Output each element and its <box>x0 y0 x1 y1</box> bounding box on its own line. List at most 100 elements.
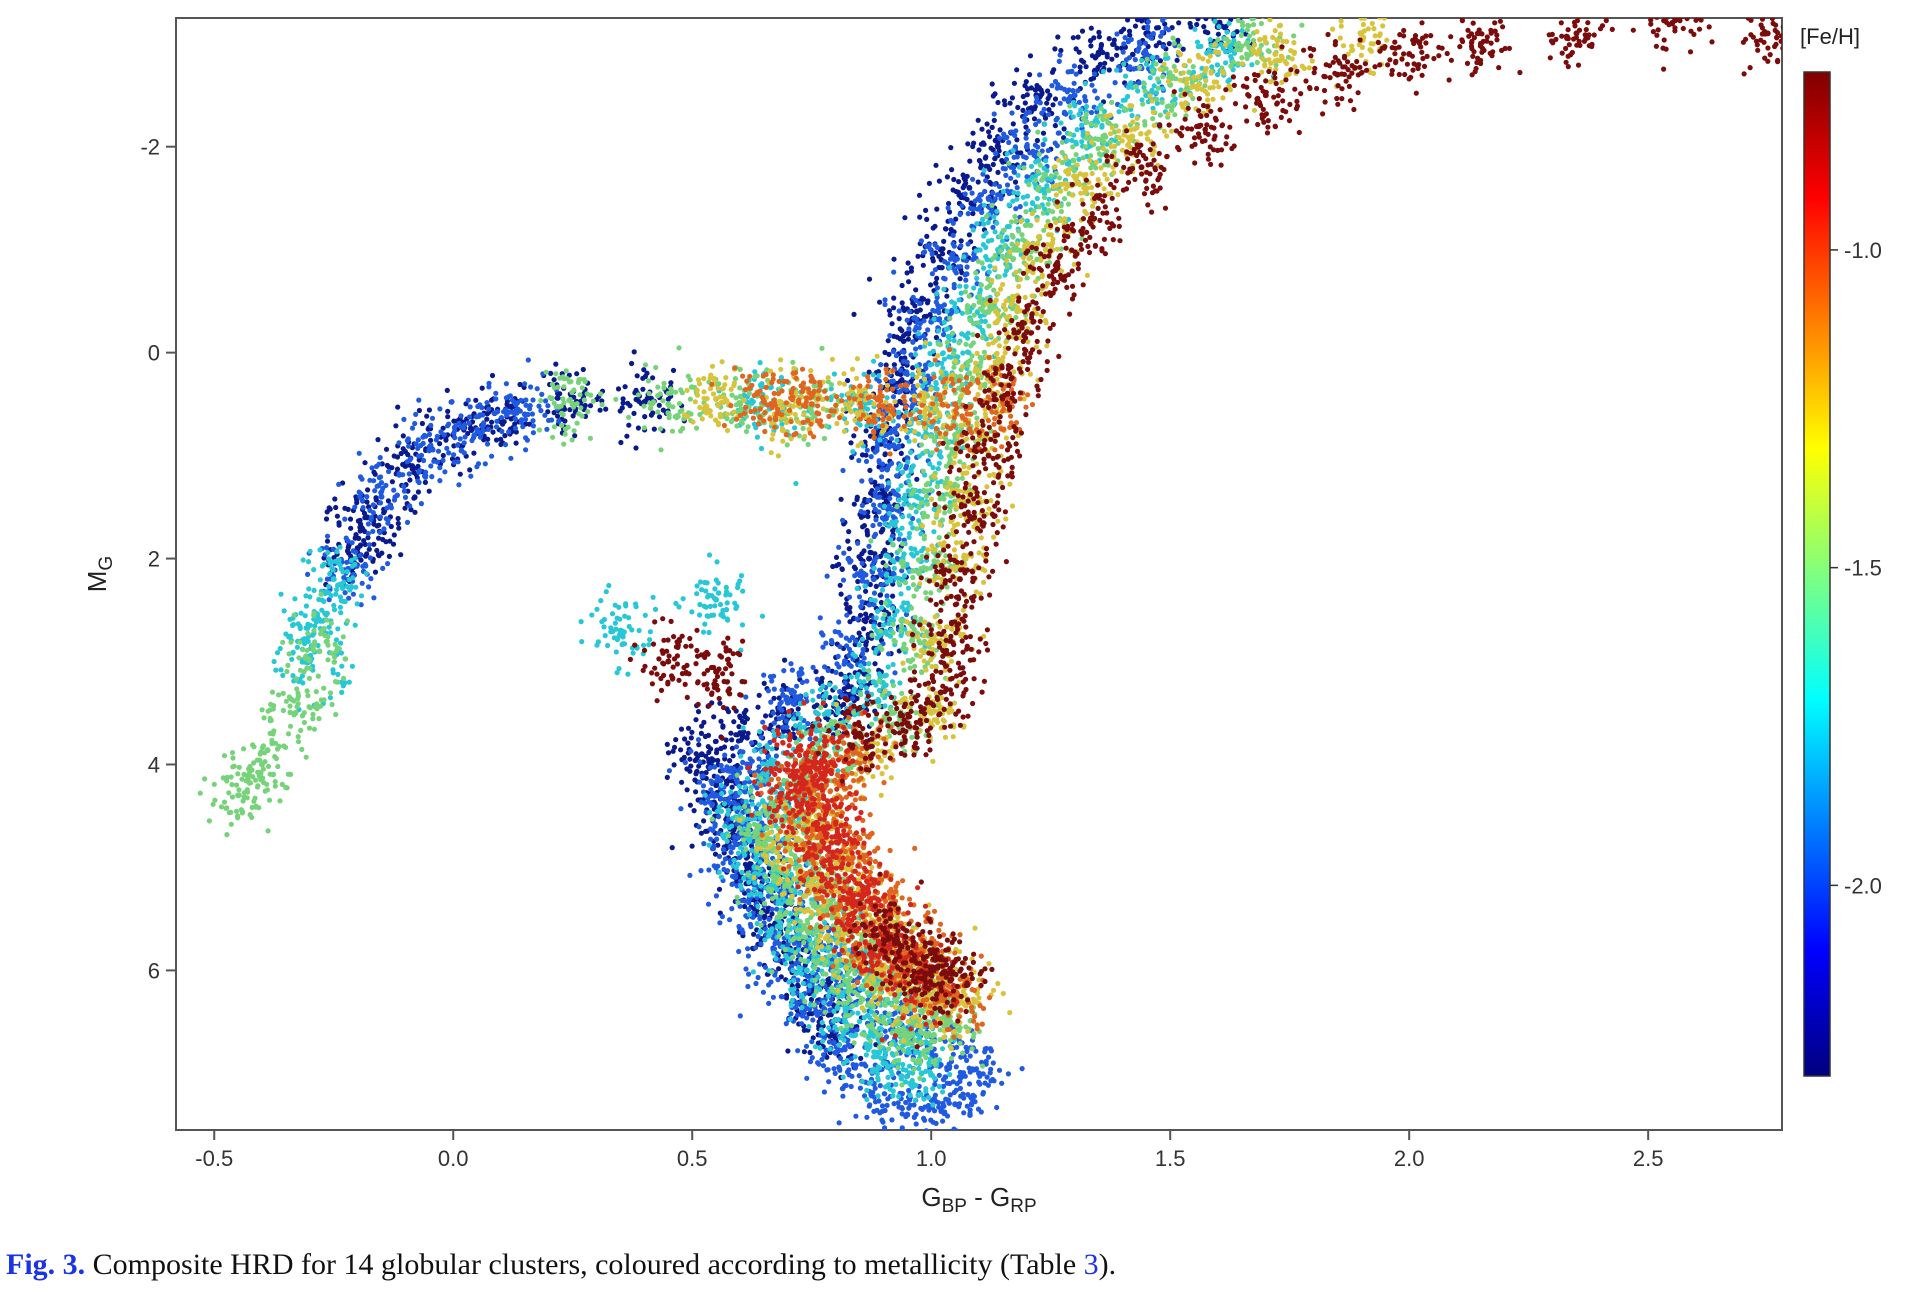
data-point <box>976 1079 982 1085</box>
data-point <box>996 1067 1003 1073</box>
data-point <box>899 328 905 334</box>
data-point <box>792 723 799 729</box>
data-point <box>366 546 372 552</box>
data-point <box>482 461 488 467</box>
data-point <box>983 178 989 184</box>
data-point <box>756 742 763 748</box>
data-point <box>400 446 406 452</box>
data-point <box>776 695 782 701</box>
data-point <box>858 604 864 610</box>
data-point <box>753 980 759 987</box>
data-point <box>835 1017 841 1023</box>
data-point <box>489 419 495 425</box>
data-point <box>870 522 876 529</box>
data-point <box>930 307 936 313</box>
data-point <box>640 375 646 381</box>
data-point <box>1052 96 1059 102</box>
data-point <box>979 126 985 132</box>
data-point <box>727 758 733 764</box>
data-point <box>771 686 777 692</box>
data-point <box>782 961 789 967</box>
data-point <box>758 734 764 740</box>
data-point <box>1157 9 1162 14</box>
data-point <box>740 759 746 766</box>
data-point <box>846 529 852 535</box>
data-point <box>854 616 860 622</box>
data-point <box>845 538 851 544</box>
data-point <box>890 1093 896 1099</box>
data-point <box>977 1073 983 1079</box>
data-point <box>688 763 694 769</box>
data-point <box>761 672 767 678</box>
data-point <box>324 533 331 539</box>
data-point <box>799 971 805 977</box>
data-point <box>475 461 482 467</box>
data-point <box>1109 56 1115 62</box>
data-point <box>966 232 973 238</box>
data-point <box>863 1052 870 1058</box>
data-point <box>936 178 943 184</box>
data-point <box>528 384 534 390</box>
data-point <box>934 206 940 212</box>
data-point <box>788 1002 794 1009</box>
data-point <box>587 403 594 409</box>
data-point <box>762 937 768 943</box>
data-point <box>915 253 921 259</box>
data-point <box>366 584 372 590</box>
data-point <box>891 295 897 301</box>
data-point <box>996 183 1003 190</box>
data-point <box>385 561 391 567</box>
data-point <box>926 1094 932 1101</box>
data-point <box>419 420 425 427</box>
data-point <box>737 748 744 755</box>
data-point <box>840 1074 846 1080</box>
data-point <box>817 1045 823 1051</box>
data-point <box>407 477 413 483</box>
data-point <box>1023 135 1029 141</box>
data-point <box>968 1100 975 1107</box>
data-point <box>345 506 351 512</box>
data-point <box>1003 172 1009 178</box>
data-point <box>717 700 723 706</box>
data-point <box>1209 2 1214 7</box>
data-point <box>712 738 719 745</box>
data-point <box>444 387 450 393</box>
data-point <box>798 994 805 1000</box>
data-point <box>707 809 713 816</box>
data-point <box>734 779 740 785</box>
data-point <box>953 1064 959 1070</box>
data-point <box>852 1065 859 1071</box>
data-point <box>896 389 902 395</box>
data-point <box>389 479 395 485</box>
data-point <box>480 421 486 427</box>
data-point <box>948 226 954 233</box>
data-point <box>917 344 923 350</box>
data-point <box>671 762 677 768</box>
data-point <box>954 256 961 262</box>
data-point <box>728 849 734 856</box>
data-point <box>745 953 752 959</box>
data-point <box>1160 43 1166 50</box>
data-point <box>861 679 867 685</box>
data-point <box>788 661 794 667</box>
data-point <box>926 1062 932 1068</box>
data-point <box>412 420 418 427</box>
data-point <box>435 448 442 454</box>
data-point <box>928 282 934 288</box>
data-point <box>1083 98 1089 104</box>
data-point <box>806 1024 812 1030</box>
data-point <box>828 637 835 644</box>
data-point <box>687 872 693 879</box>
data-point <box>984 121 990 127</box>
data-point <box>735 738 742 744</box>
data-point <box>839 566 845 573</box>
data-point <box>848 1083 854 1090</box>
data-point <box>438 429 444 435</box>
data-point <box>856 642 862 648</box>
data-point <box>871 502 877 508</box>
data-point <box>930 258 936 264</box>
data-point <box>958 194 964 201</box>
data-point <box>1223 0 1228 5</box>
data-point <box>975 117 981 123</box>
